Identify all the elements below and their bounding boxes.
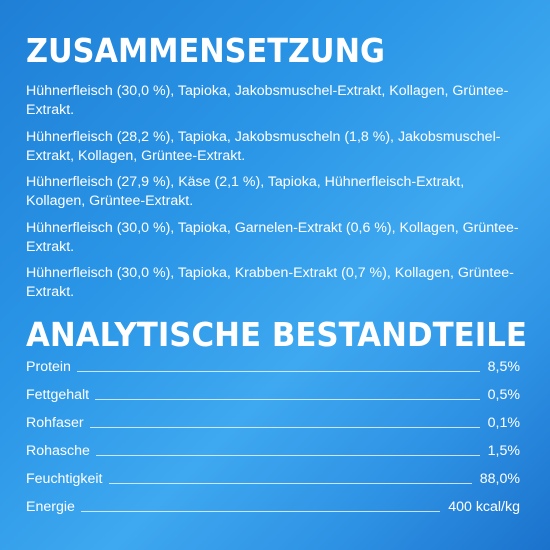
analysis-value: 88,0% <box>479 471 520 487</box>
analysis-row-rohfaser: Rohfaser 0,1% <box>26 412 520 432</box>
leader-line <box>76 371 480 372</box>
analysis-row-feuchtigkeit: Feuchtigkeit 88,0% <box>26 468 520 488</box>
analysis-value: 0,5% <box>487 387 520 403</box>
leader-line <box>108 483 472 484</box>
analysis-label: Fettgehalt <box>26 387 90 403</box>
composition-item: Hühnerfleisch (30,0 %), Tapioka, Krabben… <box>26 265 514 300</box>
analysis-label: Rohasche <box>26 443 90 459</box>
composition-heading: ZUSAMMENSETZUNG <box>26 31 385 70</box>
leader-line <box>95 399 480 400</box>
analysis-heading: ANALYTISCHE BESTANDTEILE <box>26 315 527 354</box>
analysis-label: Rohfaser <box>26 415 84 431</box>
analysis-row-fettgehalt: Fettgehalt 0,5% <box>26 384 520 404</box>
composition-item: Hühnerfleisch (30,0 %), Tapioka, Jakobsm… <box>26 83 509 118</box>
analysis-value: 1,5% <box>487 443 520 459</box>
analysis-label: Protein <box>26 359 71 375</box>
analysis-value: 8,5% <box>487 359 520 375</box>
analysis-label: Energie <box>26 499 75 515</box>
analysis-label: Feuchtigkeit <box>26 471 103 487</box>
leader-line <box>89 427 480 428</box>
analysis-row-protein: Protein 8,5% <box>26 356 520 376</box>
composition-item: Hühnerfleisch (27,9 %), Käse (2,1 %), Ta… <box>26 174 465 209</box>
analysis-value: 0,1% <box>487 415 520 431</box>
leader-line <box>80 511 441 512</box>
analysis-row-rohasche: Rohasche 1,5% <box>26 440 520 460</box>
leader-line <box>95 455 480 456</box>
composition-item: Hühnerfleisch (30,0 %), Tapioka, Garnele… <box>26 220 519 255</box>
composition-item: Hühnerfleisch (28,2 %), Tapioka, Jakobsm… <box>26 129 501 164</box>
analysis-row-energie: Energie 400 kcal/kg <box>26 496 520 516</box>
analysis-value: 400 kcal/kg <box>448 499 520 515</box>
